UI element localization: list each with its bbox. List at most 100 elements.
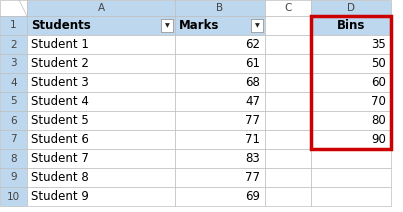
- Text: Student 1: Student 1: [31, 38, 89, 51]
- Bar: [175, 149, 265, 168]
- Text: 62: 62: [245, 38, 260, 51]
- Text: 10: 10: [7, 191, 20, 201]
- Bar: [311, 16, 391, 149]
- Text: 77: 77: [245, 171, 260, 184]
- Text: Student 2: Student 2: [31, 57, 89, 70]
- Bar: [0, 168, 27, 187]
- Bar: [311, 92, 391, 111]
- Bar: [265, 0, 311, 16]
- Bar: [311, 73, 391, 92]
- Text: 50: 50: [371, 57, 386, 70]
- Bar: [175, 187, 265, 206]
- Text: 77: 77: [245, 114, 260, 127]
- Bar: [265, 168, 311, 187]
- Bar: [27, 0, 175, 16]
- Bar: [265, 149, 311, 168]
- Bar: [0, 0, 27, 16]
- Text: A: A: [98, 3, 104, 13]
- Text: B: B: [216, 3, 224, 13]
- Bar: [161, 19, 173, 32]
- Bar: [311, 16, 391, 35]
- Bar: [27, 35, 175, 54]
- Text: 61: 61: [245, 57, 260, 70]
- Bar: [175, 16, 265, 35]
- Text: ▼: ▼: [164, 23, 169, 28]
- Text: 5: 5: [10, 96, 17, 106]
- Text: 7: 7: [10, 134, 17, 145]
- Bar: [27, 54, 175, 73]
- Bar: [0, 92, 27, 111]
- Bar: [311, 187, 391, 206]
- Bar: [0, 73, 27, 92]
- Bar: [27, 187, 175, 206]
- Bar: [27, 130, 175, 149]
- Text: Student 7: Student 7: [31, 152, 89, 165]
- Bar: [175, 73, 265, 92]
- Bar: [311, 35, 391, 54]
- Bar: [0, 16, 27, 35]
- Bar: [0, 130, 27, 149]
- Bar: [175, 0, 265, 16]
- Bar: [27, 73, 175, 92]
- Bar: [311, 130, 391, 149]
- Text: 4: 4: [10, 78, 17, 88]
- Bar: [0, 54, 27, 73]
- Text: Student 4: Student 4: [31, 95, 89, 108]
- Text: ▼: ▼: [255, 23, 260, 28]
- Text: Marks: Marks: [179, 19, 219, 32]
- Text: 3: 3: [10, 59, 17, 68]
- Bar: [27, 16, 175, 35]
- Bar: [265, 130, 311, 149]
- Text: Student 6: Student 6: [31, 133, 89, 146]
- Bar: [27, 92, 175, 111]
- Text: 71: 71: [245, 133, 260, 146]
- Text: 47: 47: [245, 95, 260, 108]
- Bar: [175, 54, 265, 73]
- Bar: [311, 111, 391, 130]
- Text: Student 8: Student 8: [31, 171, 89, 184]
- Bar: [265, 35, 311, 54]
- Bar: [27, 149, 175, 168]
- Bar: [175, 130, 265, 149]
- Bar: [27, 168, 175, 187]
- Bar: [0, 111, 27, 130]
- Bar: [311, 168, 391, 187]
- Text: Student 9: Student 9: [31, 190, 89, 203]
- Text: C: C: [284, 3, 292, 13]
- Text: Bins: Bins: [337, 19, 365, 32]
- Bar: [265, 92, 311, 111]
- Bar: [175, 168, 265, 187]
- Bar: [251, 19, 263, 32]
- Text: 69: 69: [245, 190, 260, 203]
- Text: 1: 1: [10, 21, 17, 31]
- Text: 70: 70: [371, 95, 386, 108]
- Text: 6: 6: [10, 116, 17, 126]
- Bar: [175, 92, 265, 111]
- Bar: [265, 73, 311, 92]
- Bar: [311, 54, 391, 73]
- Text: D: D: [347, 3, 355, 13]
- Text: 9: 9: [10, 173, 17, 183]
- Bar: [311, 0, 391, 16]
- Bar: [175, 111, 265, 130]
- Bar: [27, 111, 175, 130]
- Text: 68: 68: [245, 76, 260, 89]
- Text: 2: 2: [10, 39, 17, 49]
- Bar: [0, 35, 27, 54]
- Bar: [265, 111, 311, 130]
- Text: Student 5: Student 5: [31, 114, 89, 127]
- Text: 80: 80: [371, 114, 386, 127]
- Bar: [311, 149, 391, 168]
- Bar: [0, 149, 27, 168]
- Bar: [175, 35, 265, 54]
- Text: 60: 60: [371, 76, 386, 89]
- Text: Student 3: Student 3: [31, 76, 89, 89]
- Text: Students: Students: [31, 19, 91, 32]
- Bar: [265, 54, 311, 73]
- Bar: [265, 187, 311, 206]
- Text: 8: 8: [10, 153, 17, 163]
- Text: 35: 35: [371, 38, 386, 51]
- Text: 90: 90: [371, 133, 386, 146]
- Bar: [0, 187, 27, 206]
- Text: 83: 83: [245, 152, 260, 165]
